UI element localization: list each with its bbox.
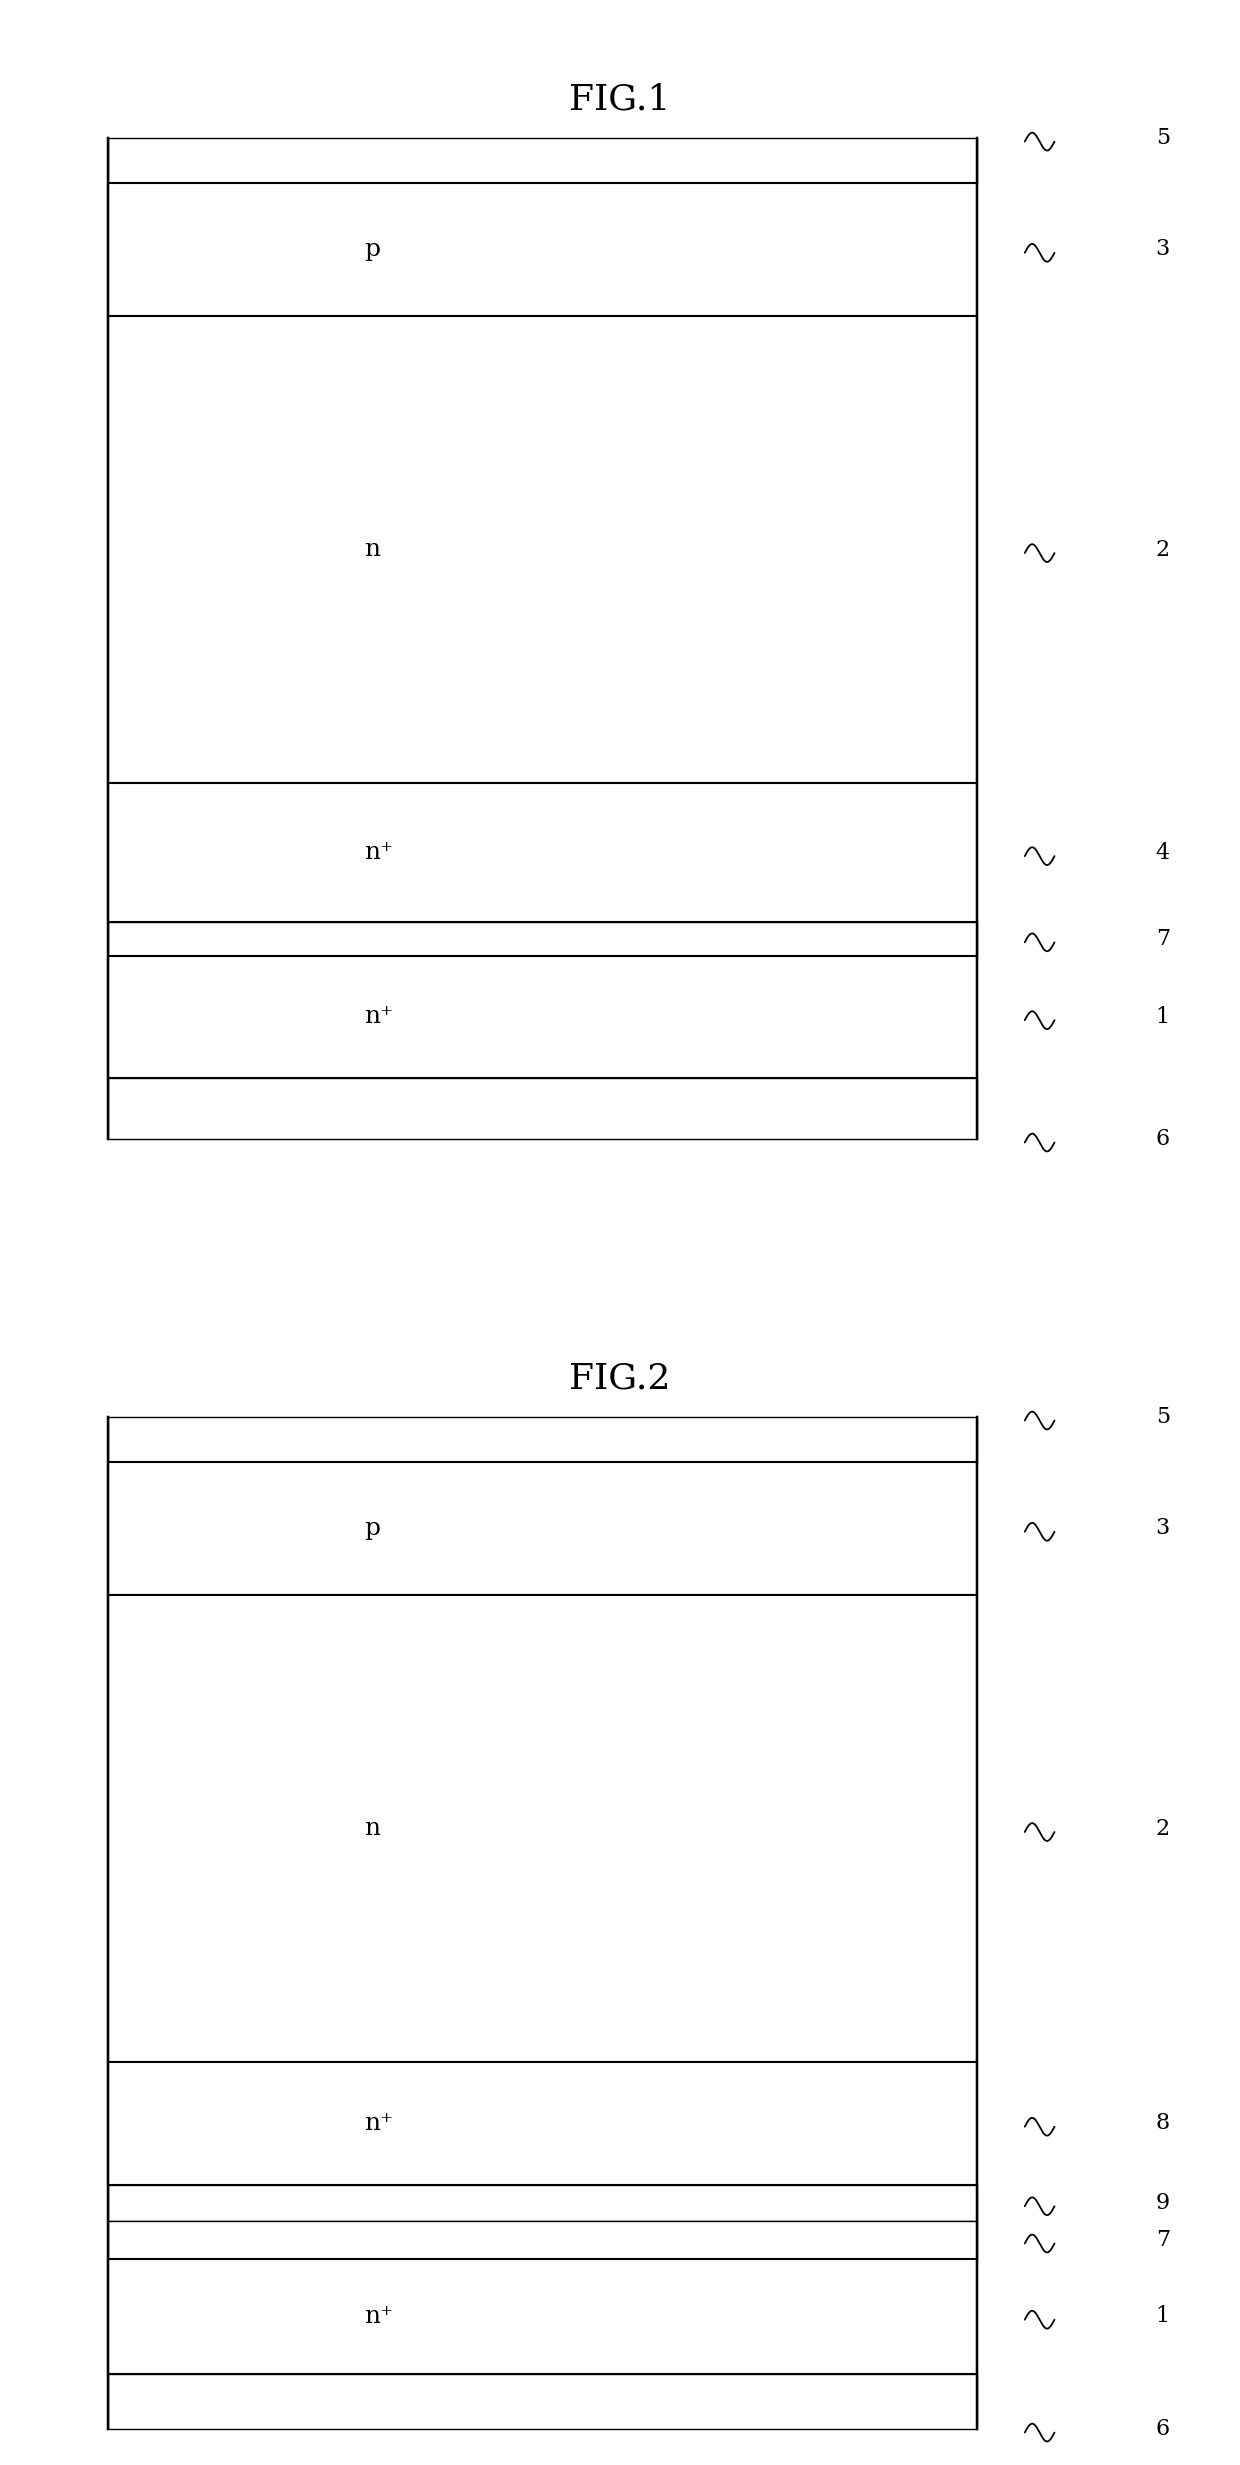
- Bar: [108, 2221, 977, 2258]
- Text: 9: 9: [1156, 2191, 1169, 2214]
- Text: n⁺: n⁺: [365, 2305, 393, 2327]
- Text: n: n: [365, 537, 381, 562]
- Text: p: p: [365, 1516, 381, 1541]
- Text: p: p: [365, 239, 381, 261]
- Text: 6: 6: [1156, 2418, 1169, 2440]
- Text: 4: 4: [1156, 843, 1169, 863]
- Bar: [108, 2063, 977, 2184]
- Bar: [108, 182, 977, 316]
- Bar: [108, 1417, 977, 1462]
- Bar: [108, 1462, 977, 1595]
- Bar: [108, 316, 977, 784]
- Bar: [108, 956, 977, 1077]
- Bar: [108, 1077, 977, 1139]
- Bar: [108, 2184, 977, 2221]
- Bar: [108, 2258, 977, 2374]
- Text: 3: 3: [1156, 239, 1169, 261]
- Text: n: n: [365, 1817, 381, 1841]
- Text: n⁺: n⁺: [365, 841, 393, 865]
- Text: 7: 7: [1156, 2228, 1169, 2251]
- Text: 5: 5: [1156, 1405, 1169, 1427]
- Text: 8: 8: [1156, 2113, 1169, 2135]
- Text: 1: 1: [1156, 2305, 1169, 2327]
- Text: 7: 7: [1156, 927, 1169, 949]
- Text: FIG.2: FIG.2: [569, 1361, 671, 1395]
- Bar: [108, 922, 977, 956]
- Bar: [108, 138, 977, 182]
- Text: 6: 6: [1156, 1129, 1169, 1151]
- Text: 3: 3: [1156, 1518, 1169, 1541]
- Text: n⁺: n⁺: [365, 1006, 393, 1028]
- Bar: [108, 784, 977, 922]
- Text: 2: 2: [1156, 1817, 1169, 1839]
- Text: FIG.1: FIG.1: [569, 84, 671, 116]
- Text: 1: 1: [1156, 1006, 1169, 1028]
- Bar: [108, 2374, 977, 2428]
- Text: 5: 5: [1156, 128, 1169, 150]
- Text: n⁺: n⁺: [365, 2113, 393, 2135]
- Bar: [108, 1595, 977, 2063]
- Text: 2: 2: [1156, 540, 1169, 560]
